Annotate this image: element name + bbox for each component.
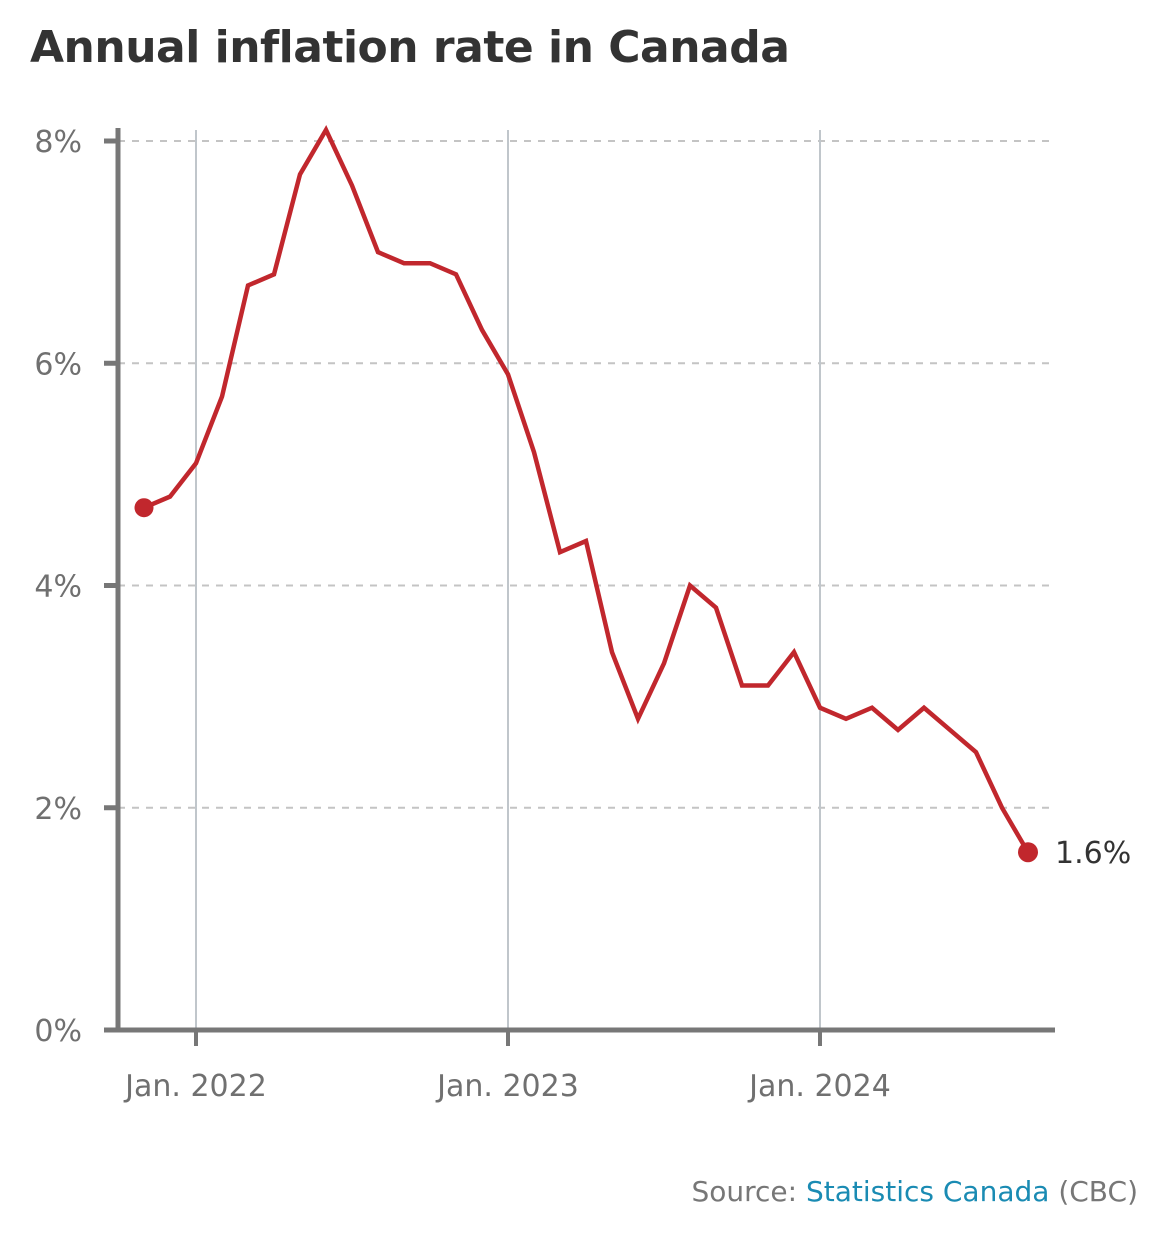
x-tick-label: Jan. 2022 <box>123 1069 267 1104</box>
source-note: Source: Statistics Canada (CBC) <box>691 1175 1138 1208</box>
start-point-marker <box>134 498 154 518</box>
vertical-gridlines <box>195 130 821 1030</box>
y-tick-label: 0% <box>34 1014 82 1049</box>
y-tick-label: 8% <box>34 125 82 160</box>
source-link-statistics-canada[interactable]: Statistics Canada <box>805 1175 1050 1208</box>
horizontal-gridlines <box>118 140 1050 809</box>
source-prefix: Source: <box>691 1175 806 1208</box>
end-value-label: 1.6% <box>1055 836 1131 871</box>
x-tick-label: Jan. 2024 <box>747 1069 891 1104</box>
y-tick-label: 2% <box>34 792 82 827</box>
series-line-inflation <box>143 125 1030 854</box>
chart-title: Annual inflation rate in Canada <box>30 22 790 73</box>
x-tick-label: Jan. 2023 <box>435 1069 579 1104</box>
end-point-marker <box>1018 842 1038 863</box>
axes <box>106 128 1055 1033</box>
annotation-group: 1.6% <box>1055 836 1131 871</box>
y-tick-label: 6% <box>34 347 82 382</box>
series-group <box>134 125 1038 863</box>
source-suffix: (CBC) <box>1049 1175 1138 1208</box>
y-tick-label: 4% <box>34 570 82 605</box>
y-axis-ticks: 0% 2% 4% 6% 8% <box>34 125 118 1049</box>
x-axis-ticks: Jan. 2022 Jan. 2023 Jan. 2024 <box>123 1030 891 1104</box>
